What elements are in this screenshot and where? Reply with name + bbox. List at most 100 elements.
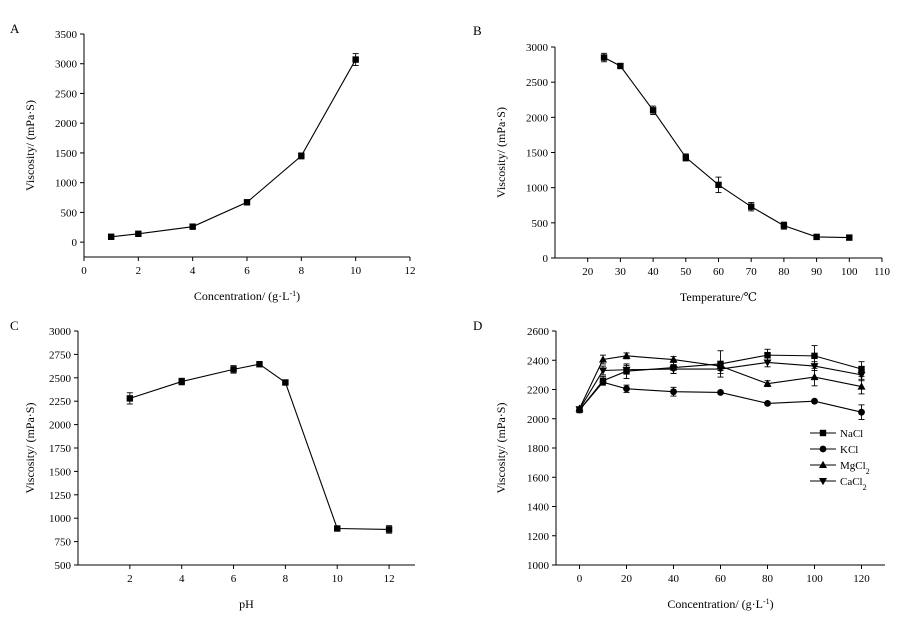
data-point (763, 379, 772, 387)
x-tick-label: 2 (127, 573, 133, 585)
data-point (256, 361, 263, 368)
data-point (352, 56, 359, 63)
y-tick-label: 3000 (526, 42, 549, 54)
data-point (230, 366, 237, 373)
series-line (603, 57, 850, 239)
x-tick-label: 60 (715, 573, 727, 585)
data-point (623, 385, 630, 393)
data-point (135, 230, 142, 238)
data-point (649, 107, 657, 114)
x-tick-label: 4 (190, 265, 196, 277)
y-tick-label: 500 (55, 560, 72, 572)
y-tick-label: 2000 (49, 420, 72, 432)
y-tick-label: 1000 (55, 178, 78, 190)
x-axis-title: Temperature/℃ (680, 290, 757, 304)
data-point (682, 154, 689, 161)
data-point (764, 351, 771, 359)
data-point (780, 222, 788, 229)
y-tick-label: 1500 (55, 148, 78, 160)
y-tick-label: 500 (532, 218, 549, 230)
y-tick-label: 2500 (49, 373, 72, 385)
y-tick-label: 1000 (527, 560, 550, 572)
x-tick-label: 100 (841, 266, 858, 278)
x-tick-label: 12 (384, 573, 395, 585)
data-point (763, 359, 772, 367)
y-tick-label: 2000 (55, 118, 78, 130)
x-tick-label: 80 (762, 573, 774, 585)
x-tick-label: 0 (577, 573, 583, 585)
y-tick-label: 2750 (49, 349, 72, 361)
data-point (858, 408, 865, 416)
x-tick-label: 12 (405, 265, 416, 277)
series-line (579, 354, 862, 411)
y-tick-label: 1800 (527, 443, 550, 455)
x-axis-title: Concentration/ (g·L-1) (667, 597, 773, 612)
series-viscosity (107, 53, 359, 240)
data-point (600, 54, 608, 61)
x-axis-title: pH (239, 597, 254, 611)
y-tick-label: 1000 (49, 513, 72, 525)
y-tick-label: 2250 (49, 396, 72, 408)
data-point (813, 233, 820, 241)
legend-label: CaCl2 (840, 476, 867, 492)
y-tick-label: 1200 (527, 531, 550, 543)
x-tick-label: 50 (680, 266, 692, 278)
x-axis-title: Concentration/ (g·L-1) (194, 289, 300, 304)
y-tick-label: 2500 (526, 77, 549, 89)
panel-letter: C (10, 318, 19, 333)
y-tick-label: 2500 (55, 88, 78, 100)
y-tick-label: 0 (543, 253, 549, 265)
y-tick-label: 500 (61, 207, 78, 219)
x-tick-label: 0 (81, 265, 87, 277)
data-point (599, 378, 607, 386)
data-point (599, 355, 607, 363)
legend-marker (819, 460, 827, 468)
x-tick-label: 30 (615, 266, 627, 278)
data-point (599, 367, 607, 375)
x-tick-label: 8 (299, 265, 305, 277)
x-tick-label: 80 (778, 266, 790, 278)
panel-d: D 1000 1200 1400 1600 1800 2000 2200 2400 2600 0 20… (473, 318, 885, 611)
data-point (126, 395, 134, 402)
x-tick-label: 110 (874, 266, 891, 278)
y-tick-label: 2600 (527, 326, 550, 338)
panel-letter: A (10, 21, 20, 36)
data-point (298, 152, 305, 160)
x-tick-label: 90 (811, 266, 823, 278)
y-axis-title: Viscosity/ (mPa·S) (23, 403, 37, 494)
legend-marker (819, 429, 827, 437)
data-point (717, 389, 724, 396)
data-point (575, 406, 584, 414)
data-point (178, 378, 185, 385)
data-point (716, 366, 725, 374)
series-line (579, 381, 862, 413)
data-point (811, 352, 818, 360)
y-tick-label: 1600 (527, 472, 550, 484)
y-tick-label: 3500 (55, 29, 78, 41)
x-tick-label: 40 (668, 573, 680, 585)
series-viscosity (126, 361, 393, 534)
panel-letter: D (473, 318, 482, 333)
data-point (669, 355, 678, 363)
y-tick-label: 1400 (527, 502, 550, 514)
y-tick-label: 1750 (49, 443, 72, 455)
data-point (669, 366, 678, 374)
series-line (111, 59, 357, 238)
x-tick-label: 120 (853, 573, 870, 585)
data-point (385, 526, 393, 533)
data-point (810, 363, 819, 371)
data-point (748, 203, 755, 210)
y-axis-title: Viscosity/ (mPa·S) (23, 100, 37, 191)
y-tick-label: 1000 (526, 183, 549, 195)
legend-label: KCl (840, 444, 858, 456)
data-point (622, 351, 631, 359)
series-kcl (576, 378, 865, 420)
x-tick-label: 2 (136, 265, 142, 277)
series-line (579, 361, 862, 410)
y-axis-title: Viscosity/ (mPa·S) (494, 107, 508, 198)
y-tick-label: 1500 (49, 466, 72, 478)
y-tick-label: 3000 (49, 326, 72, 338)
panel-letter: B (473, 23, 482, 38)
y-tick-label: 3000 (55, 59, 78, 71)
